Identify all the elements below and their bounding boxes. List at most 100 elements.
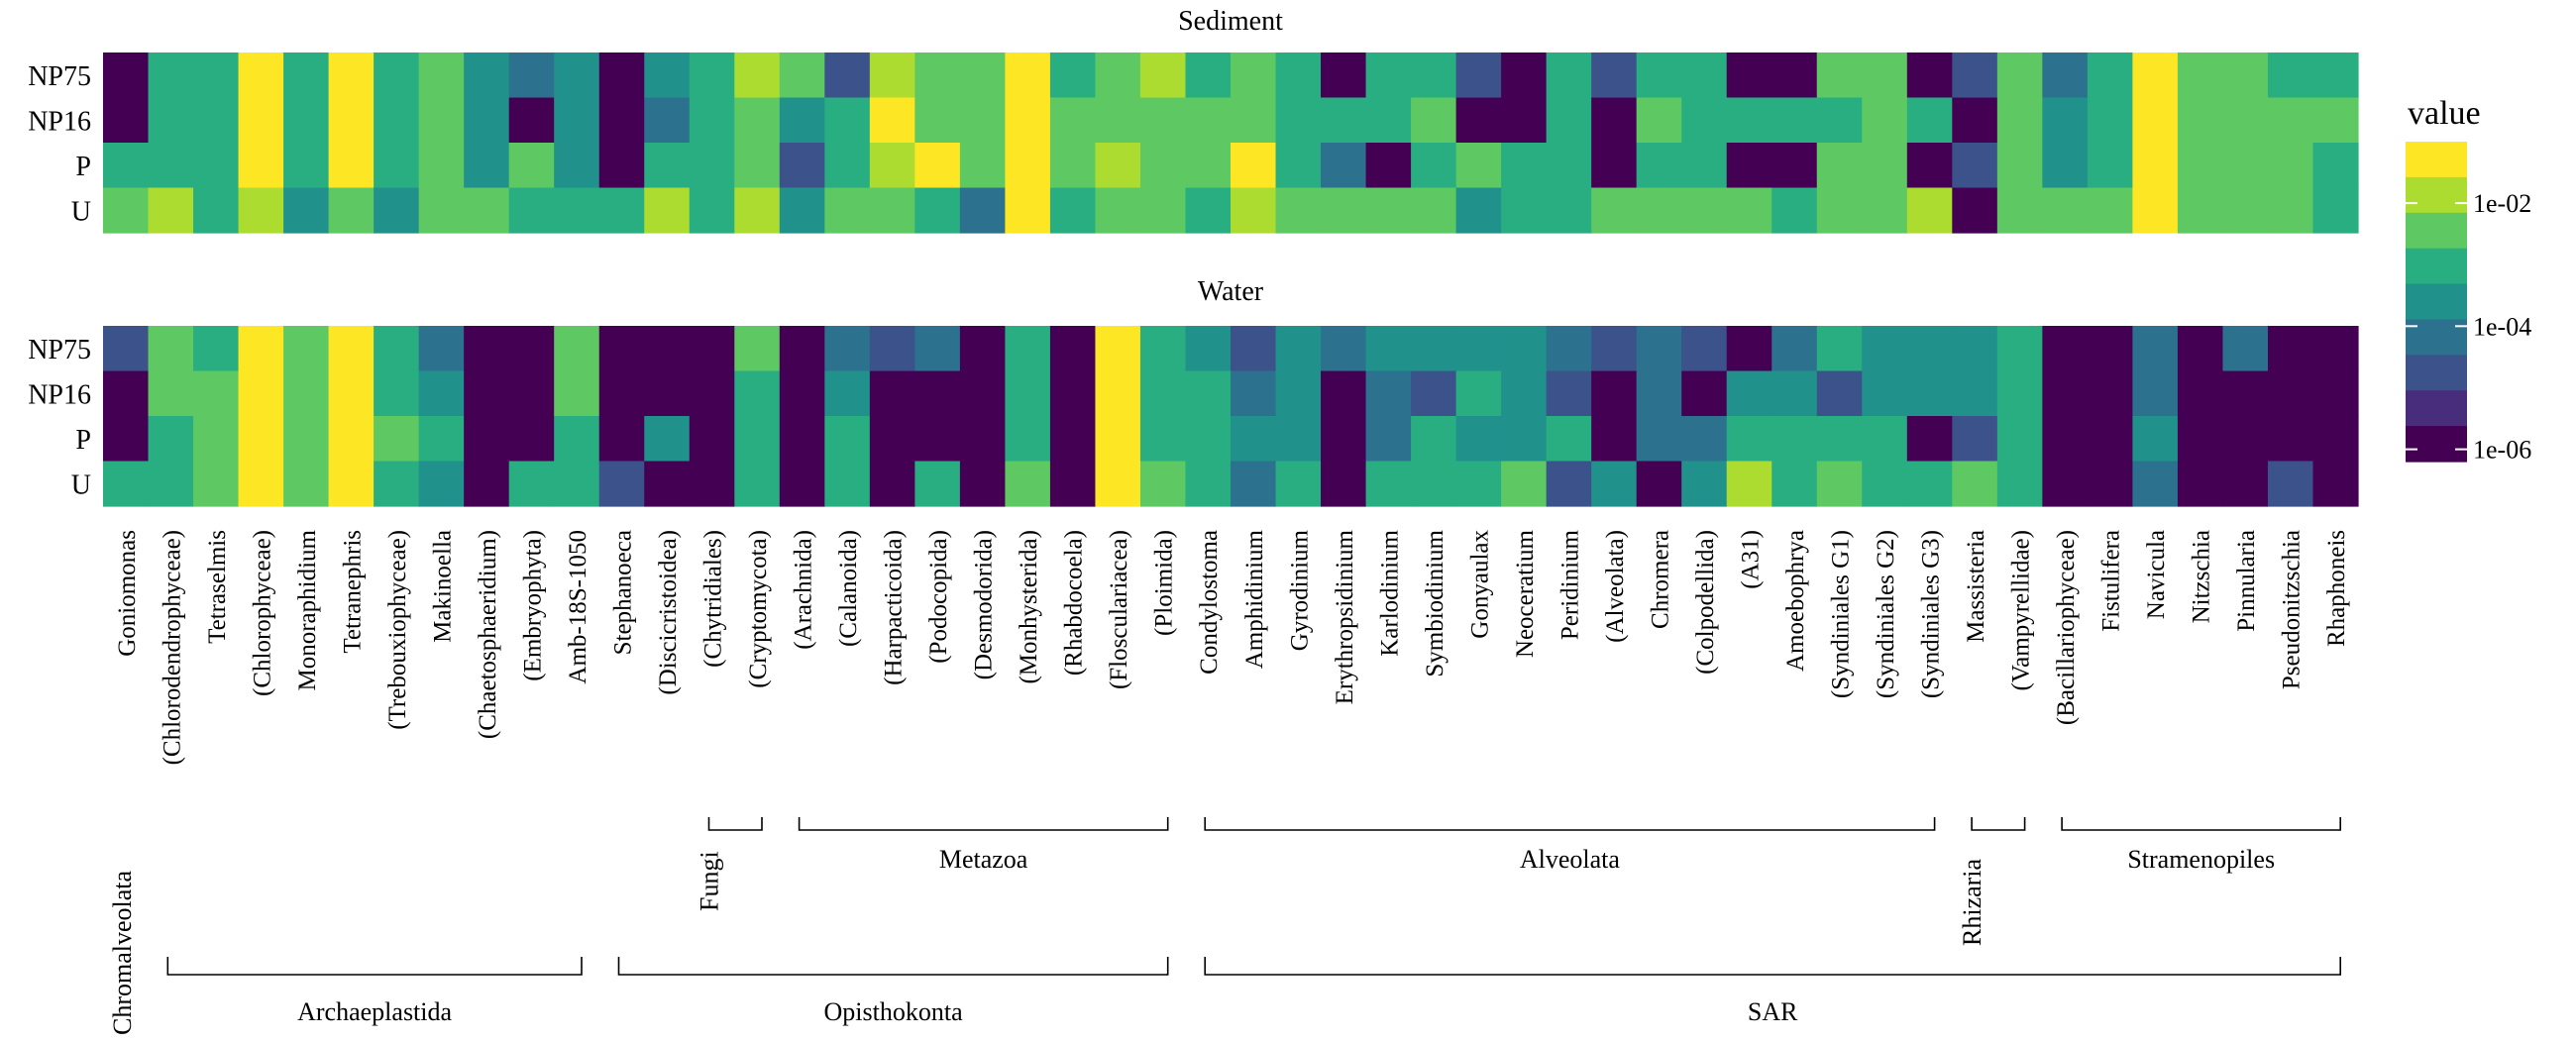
column-label: Chromera <box>1647 530 1673 629</box>
heatmap-cell <box>2312 143 2359 189</box>
heatmap-cell <box>689 370 735 417</box>
heatmap-cell <box>779 461 825 507</box>
heatmap-cell <box>1681 461 1728 507</box>
heatmap-cell <box>464 97 510 144</box>
column-label: (Vampyrellidae) <box>2008 530 2035 690</box>
heatmap-cell <box>1952 370 1998 417</box>
heatmap-cell <box>2177 52 2224 99</box>
heatmap-cell <box>1681 370 1728 417</box>
heatmap-cell <box>1952 97 1998 144</box>
heatmap-cell <box>959 416 1006 463</box>
column-label: Amoebophrya <box>1782 530 1809 672</box>
group-label-metazoa: Metazoa <box>939 845 1028 874</box>
heatmap-cell <box>1906 416 1953 463</box>
heatmap-cell <box>1906 326 1953 372</box>
heatmap-cell <box>959 461 1006 507</box>
heatmap-cell <box>508 416 555 463</box>
heatmap-cell <box>779 143 825 189</box>
group-label-rhizaria: Rhizaria <box>1958 858 1986 946</box>
heatmap-cell <box>689 52 735 99</box>
heatmap-cell <box>1816 52 1863 99</box>
heatmap-cell <box>148 416 194 463</box>
heatmap-cell <box>689 97 735 144</box>
heatmap-cell <box>554 370 600 417</box>
heatmap-cell <box>1049 416 1097 463</box>
heatmap-cell <box>1231 97 1277 144</box>
heatmap-cell <box>1231 52 1277 99</box>
column-label: Tetranephris <box>339 530 366 654</box>
heatmap-cell <box>598 187 645 234</box>
heatmap-cell <box>2222 143 2269 189</box>
heatmap-cell <box>734 416 781 463</box>
heatmap-cell <box>148 187 194 234</box>
heatmap-cell <box>1771 416 1818 463</box>
heatmap-cell <box>1546 187 1592 234</box>
group-label-alveolata: Alveolata <box>1520 845 1621 874</box>
heatmap-cell <box>374 416 420 463</box>
group-bracket-metazoa <box>798 817 1169 831</box>
heatmap-cell <box>1546 143 1592 189</box>
heatmap-cell <box>1952 187 1998 234</box>
column-label: (Discicristoidea) <box>655 530 682 695</box>
heatmap-cell <box>1501 97 1548 144</box>
heatmap-cell <box>1906 52 1953 99</box>
legend-swatch <box>2406 390 2467 427</box>
column-label: (Desmodorida) <box>971 530 998 679</box>
group-label-opisthokonta: Opisthokonta <box>824 997 964 1026</box>
heatmap-cell <box>824 143 871 189</box>
heatmap-cell <box>779 187 825 234</box>
heatmap-cell <box>148 52 194 99</box>
heatmap-cell <box>1411 187 1457 234</box>
heatmap-cell <box>2222 370 2269 417</box>
heatmap-cell <box>869 52 915 99</box>
heatmap-cell <box>1546 416 1592 463</box>
column-label: Condylostoma <box>1196 530 1223 675</box>
heatmap-cell <box>2042 52 2089 99</box>
heatmap-cell <box>1681 416 1728 463</box>
heatmap-cell <box>779 97 825 144</box>
heatmap-cell <box>508 326 555 372</box>
legend-swatch <box>2406 355 2467 391</box>
heatmap-cell <box>103 461 150 507</box>
heatmap-cell <box>1185 97 1232 144</box>
heatmap-cell <box>1816 326 1863 372</box>
heatmap-cell <box>1231 370 1277 417</box>
heatmap-cell <box>1411 143 1457 189</box>
heatmap-cell <box>1411 97 1457 144</box>
heatmap-cell <box>554 52 600 99</box>
heatmap-cell <box>644 461 691 507</box>
heatmap-cell <box>238 416 284 463</box>
column-label: Makinoella <box>429 530 456 643</box>
heatmap-cell <box>598 52 645 99</box>
heatmap-cell <box>2132 416 2179 463</box>
column-label: Navicula <box>2143 530 2170 619</box>
heatmap-cell <box>2087 416 2133 463</box>
heatmap-cell <box>193 97 240 144</box>
heatmap-cell <box>689 326 735 372</box>
heatmap-cell <box>1546 326 1592 372</box>
column-label: Amphidinium <box>1241 529 1268 669</box>
heatmap-cell <box>1321 461 1367 507</box>
heatmap-cell <box>1275 370 1322 417</box>
heatmap-cell <box>1771 97 1818 144</box>
heatmap-cell <box>238 143 284 189</box>
heatmap-cell <box>2042 97 2089 144</box>
heatmap-cell <box>779 326 825 372</box>
row-label: P <box>75 152 91 182</box>
column-label: (Monhysterida) <box>1016 530 1042 684</box>
heatmap-cell <box>1862 326 1908 372</box>
group-label-chromalveolata: Chromalveolata <box>108 870 137 1035</box>
heatmap-cell <box>374 370 420 417</box>
heatmap-cell <box>2087 370 2133 417</box>
group-bracket-archaeplastida <box>166 957 583 976</box>
legend-swatch <box>2406 426 2467 463</box>
heatmap-cell <box>148 143 194 189</box>
heatmap-cell <box>1365 416 1412 463</box>
heatmap-cell <box>328 416 375 463</box>
heatmap-cell <box>1139 370 1187 417</box>
heatmap-cell <box>1501 370 1548 417</box>
heatmap-cell <box>734 326 781 372</box>
row-label: NP16 <box>28 379 91 410</box>
heatmap-cell <box>1185 461 1232 507</box>
